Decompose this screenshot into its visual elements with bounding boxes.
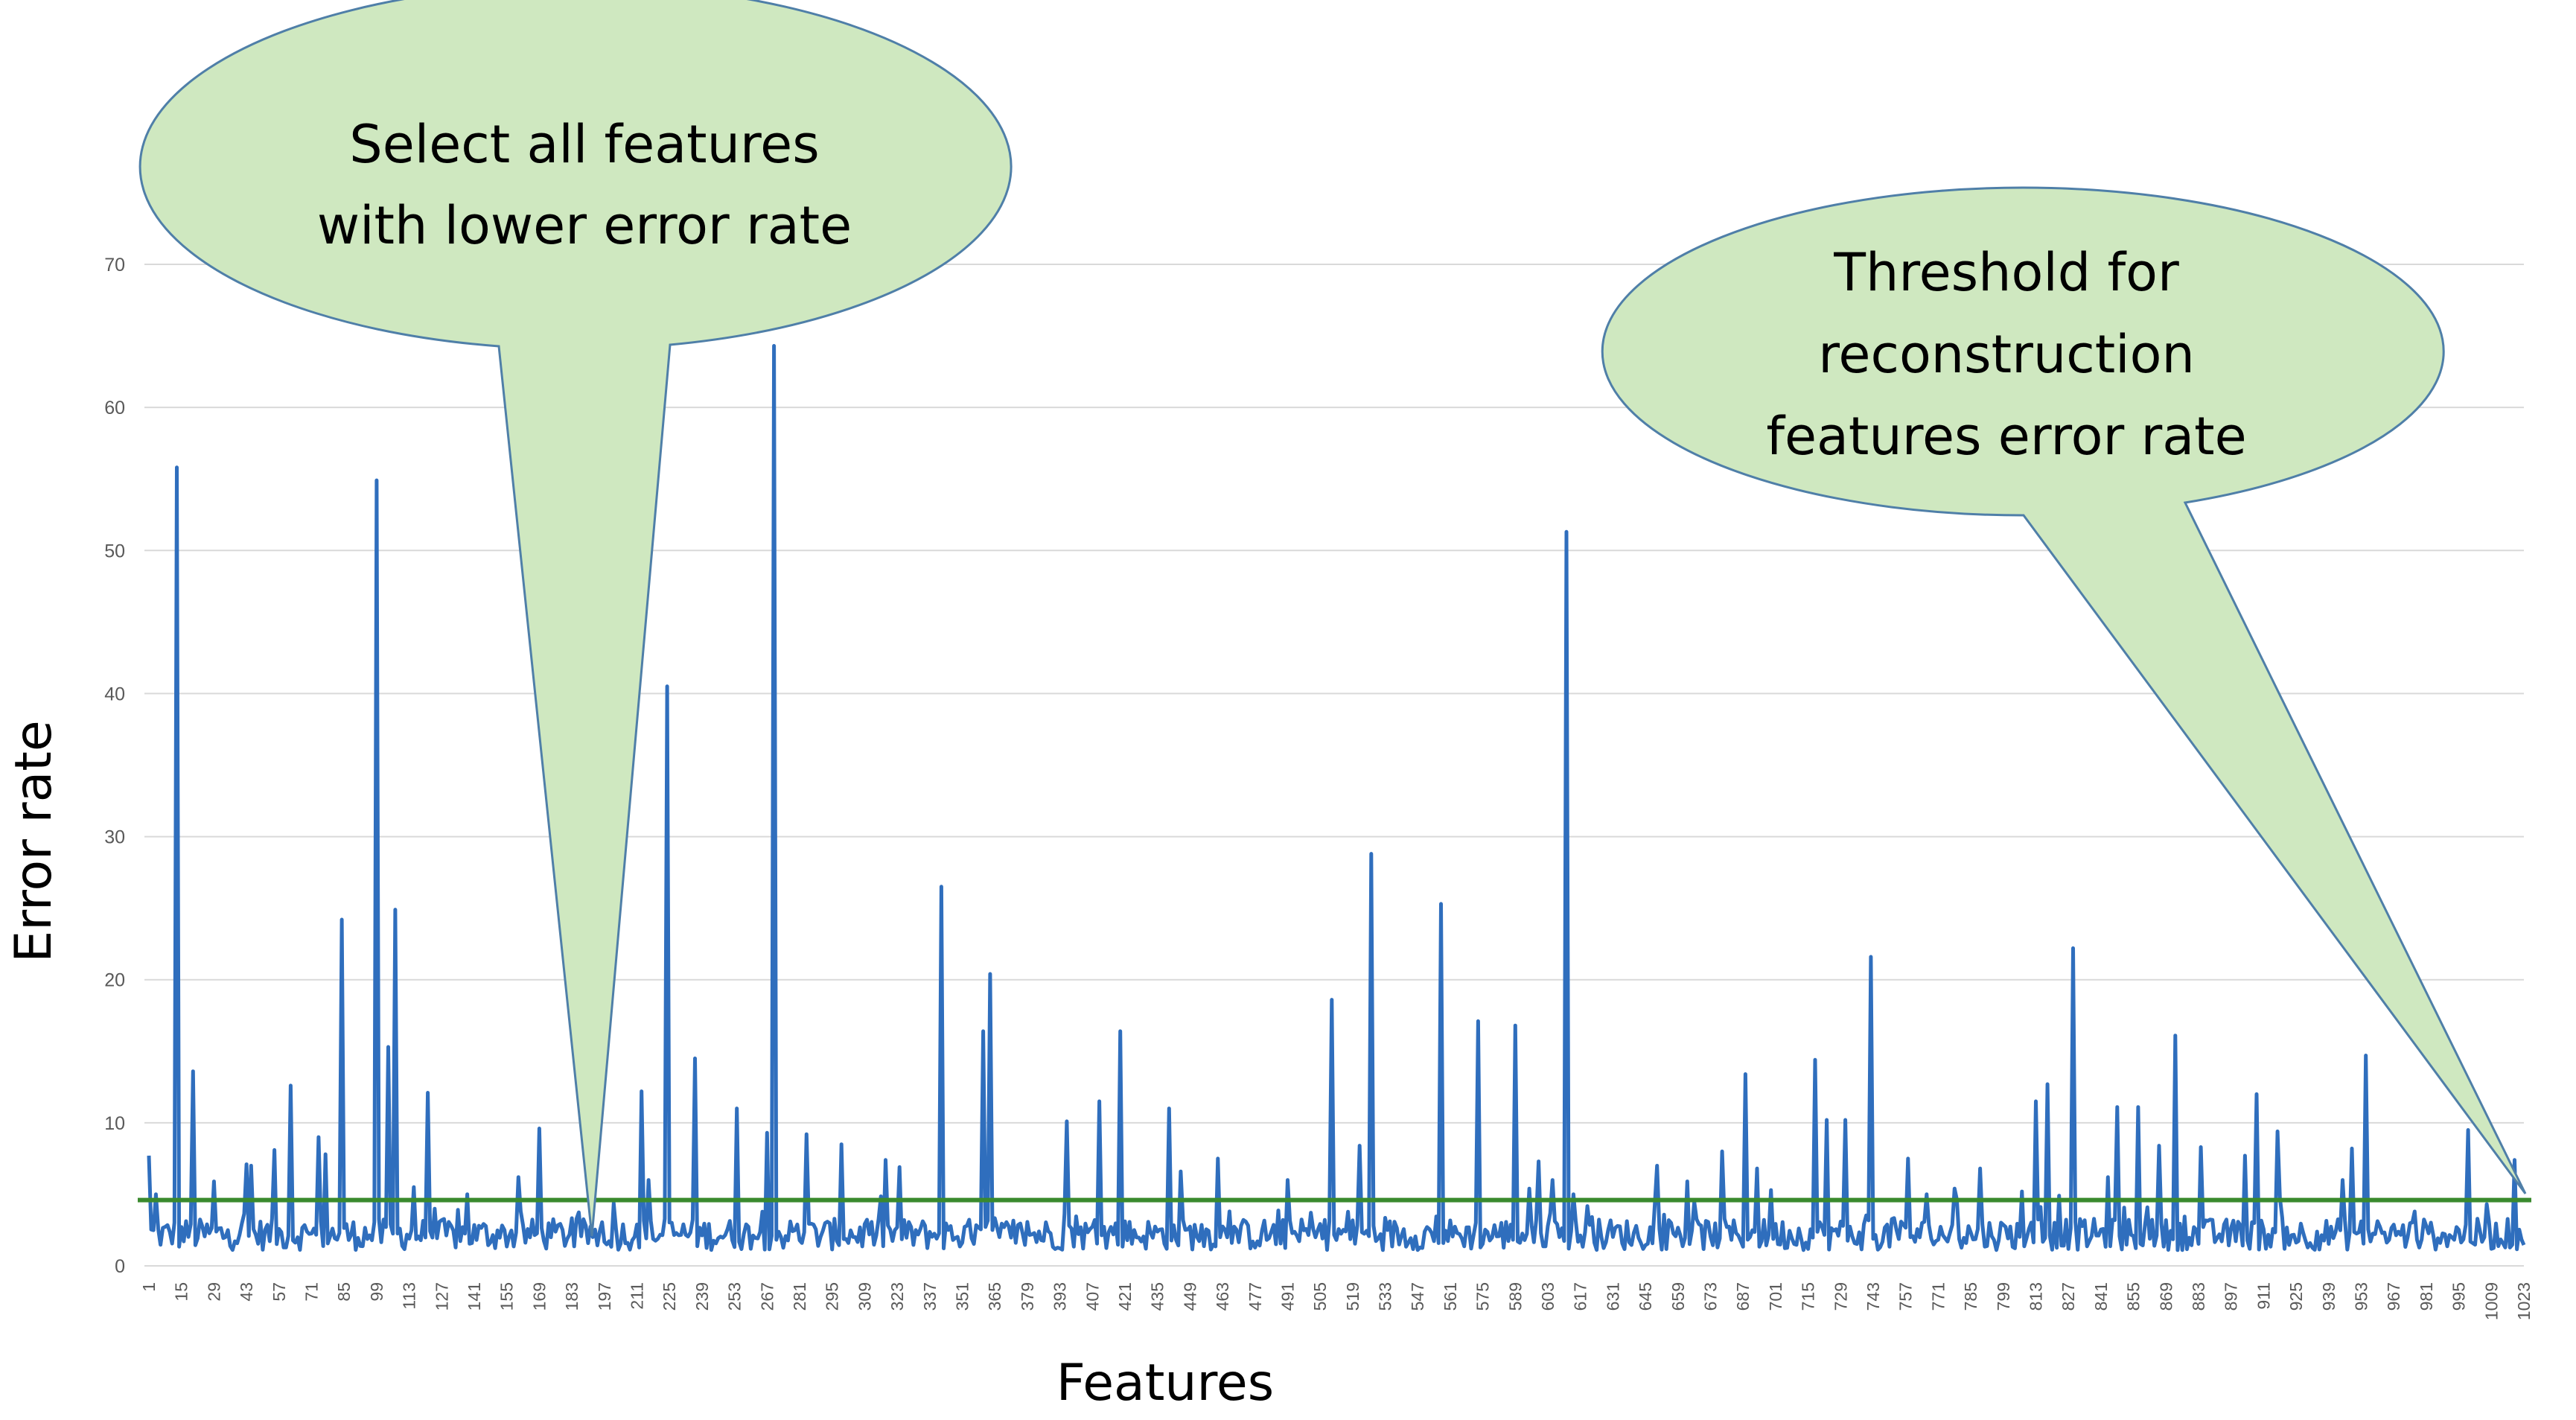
x-tick-label: 813 — [2027, 1282, 2046, 1311]
x-tick-label: 435 — [1148, 1282, 1167, 1311]
x-tick-label: 687 — [1733, 1282, 1753, 1311]
x-tick-label: 1023 — [2514, 1282, 2534, 1320]
x-tick-label: 295 — [823, 1282, 842, 1311]
x-tick-label: 645 — [1636, 1282, 1655, 1311]
callout-line: features error rate — [1766, 406, 2246, 467]
x-tick-label: 463 — [1213, 1282, 1232, 1311]
x-tick-label: 519 — [1343, 1282, 1362, 1311]
x-tick-label: 225 — [660, 1282, 679, 1311]
error-rate-series-line — [147, 344, 2526, 1252]
x-tick-label: 127 — [432, 1282, 451, 1311]
x-tick-label: 85 — [334, 1282, 354, 1302]
x-tick-label: 561 — [1441, 1282, 1460, 1311]
x-tick-label: 505 — [1310, 1282, 1330, 1311]
y-axis-title: Error rate — [4, 720, 63, 963]
x-tick-label: 141 — [465, 1282, 484, 1311]
x-tick-label: 827 — [2059, 1282, 2078, 1311]
callout-line: Select all features — [349, 114, 819, 175]
x-tick-label: 771 — [1928, 1282, 1948, 1311]
x-tick-label: 953 — [2352, 1282, 2371, 1311]
x-tick-label: 981 — [2417, 1282, 2436, 1311]
x-tick-label: 43 — [237, 1282, 256, 1302]
callout-line: Threshold for — [1833, 242, 2179, 303]
y-tick-labels: 0 10 20 30 40 50 60 70 — [104, 255, 125, 1277]
callout-select-features: Select all features with lower error rat… — [138, 0, 1013, 1237]
x-tick-label: 547 — [1408, 1282, 1427, 1311]
callout-line: with lower error rate — [317, 195, 852, 256]
x-tick-label: 379 — [1018, 1282, 1037, 1311]
line-layer — [147, 344, 2526, 1252]
x-tick-label: 659 — [1668, 1282, 1688, 1311]
x-tick-labels: 1 15 29 43 57 71 85 99 113 127 141 155 169 183 197 211 2… — [139, 1282, 2534, 1320]
x-tick-label: 841 — [2091, 1282, 2111, 1311]
callout-bubble — [138, 0, 1013, 1237]
x-tick-label: 365 — [985, 1282, 1004, 1311]
x-tick-label: 71 — [302, 1282, 321, 1302]
callout-line: reconstruction — [1818, 324, 2195, 385]
x-tick-label: 729 — [1831, 1282, 1850, 1311]
x-tick-label: 421 — [1115, 1282, 1135, 1311]
x-tick-label: 169 — [529, 1282, 549, 1311]
x-tick-label: 701 — [1766, 1282, 1785, 1311]
x-tick-label: 897 — [2222, 1282, 2241, 1311]
x-tick-label: 603 — [1538, 1282, 1558, 1311]
x-tick-label: 15 — [172, 1282, 191, 1302]
callout-threshold: Threshold for reconstruction features er… — [1601, 186, 2527, 1194]
x-tick-label: 197 — [595, 1282, 614, 1311]
x-tick-label: 337 — [920, 1282, 940, 1311]
y-tick-label: 30 — [104, 827, 125, 848]
y-tick-label: 20 — [104, 970, 125, 991]
x-tick-label: 57 — [270, 1282, 289, 1302]
callout-bubble — [1601, 186, 2527, 1194]
x-tick-label: 617 — [1571, 1282, 1590, 1311]
x-tick-label: 449 — [1180, 1282, 1199, 1311]
x-tick-label: 407 — [1083, 1282, 1102, 1311]
x-tick-label: 743 — [1864, 1282, 1883, 1311]
x-tick-label: 183 — [562, 1282, 581, 1311]
x-tick-label: 99 — [367, 1282, 386, 1302]
x-tick-label: 757 — [1896, 1282, 1916, 1311]
x-tick-label: 799 — [1994, 1282, 2013, 1311]
x-tick-label: 393 — [1051, 1282, 1070, 1311]
y-tick-label: 70 — [104, 255, 125, 276]
x-tick-label: 29 — [204, 1282, 223, 1302]
x-tick-label: 631 — [1603, 1282, 1622, 1311]
x-tick-label: 477 — [1246, 1282, 1265, 1311]
x-tick-label: 323 — [887, 1282, 907, 1311]
x-tick-label: 967 — [2384, 1282, 2403, 1311]
x-tick-label: 589 — [1505, 1282, 1525, 1311]
x-tick-label: 1009 — [2481, 1282, 2501, 1320]
x-axis-title: Features — [1056, 1354, 1274, 1413]
y-tick-label: 60 — [104, 398, 125, 418]
x-tick-label: 715 — [1799, 1282, 1818, 1311]
x-tick-label: 911 — [2254, 1282, 2273, 1310]
x-tick-label: 869 — [2156, 1282, 2175, 1311]
x-tick-label: 309 — [855, 1282, 874, 1311]
y-tick-label: 10 — [104, 1113, 125, 1134]
x-tick-label: 155 — [497, 1282, 517, 1311]
y-tick-label: 0 — [115, 1256, 125, 1277]
x-tick-label: 267 — [757, 1282, 777, 1311]
x-tick-label: 673 — [1701, 1282, 1721, 1311]
x-tick-label: 575 — [1473, 1282, 1493, 1311]
y-tick-label: 50 — [104, 541, 125, 561]
x-tick-label: 533 — [1376, 1282, 1395, 1311]
x-tick-label: 925 — [2286, 1282, 2306, 1311]
x-tick-label: 113 — [400, 1282, 419, 1310]
x-tick-label: 995 — [2449, 1282, 2469, 1311]
x-tick-label: 281 — [790, 1282, 809, 1311]
x-tick-label: 1 — [139, 1282, 159, 1292]
y-tick-label: 40 — [104, 684, 125, 704]
x-tick-label: 239 — [692, 1282, 712, 1311]
x-tick-label: 491 — [1278, 1282, 1297, 1311]
x-tick-label: 351 — [952, 1282, 972, 1311]
x-tick-label: 785 — [1961, 1282, 1980, 1311]
x-tick-label: 939 — [2319, 1282, 2339, 1311]
x-tick-label: 253 — [725, 1282, 745, 1311]
x-tick-label: 883 — [2189, 1282, 2208, 1311]
x-tick-label: 211 — [627, 1282, 646, 1310]
x-tick-label: 855 — [2124, 1282, 2143, 1311]
